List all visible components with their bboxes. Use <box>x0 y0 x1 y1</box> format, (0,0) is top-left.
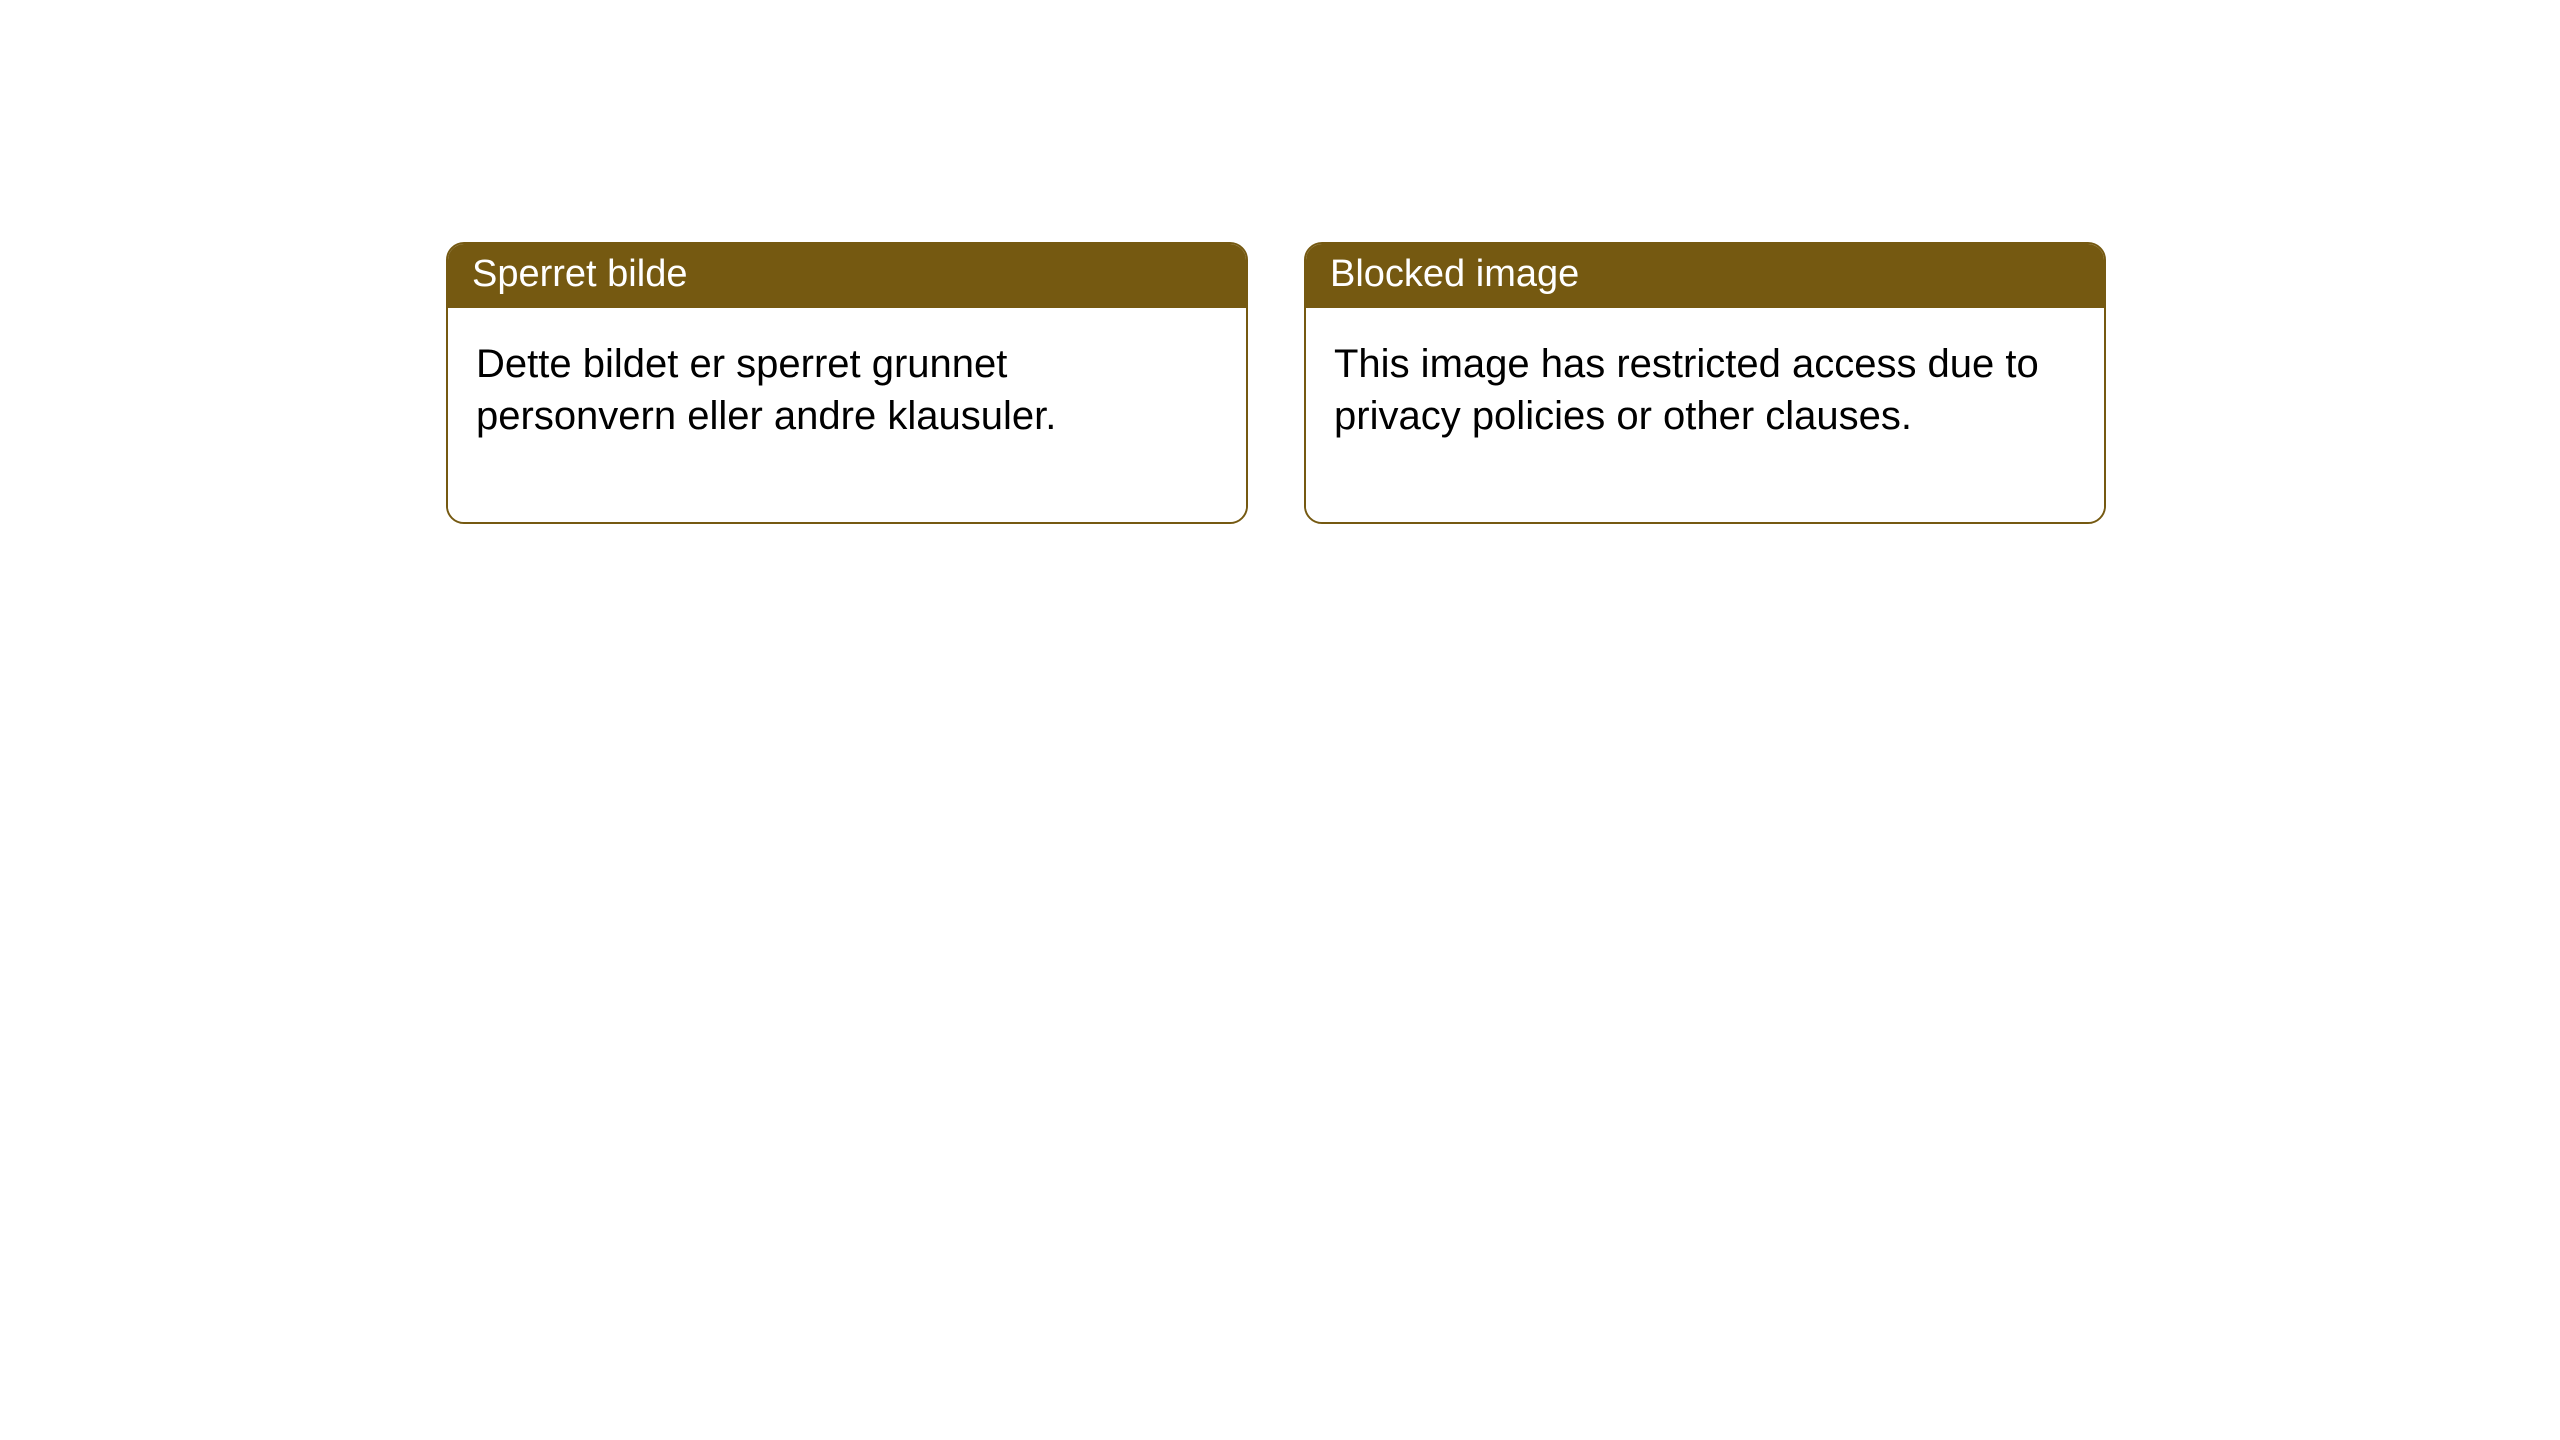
card-header-en: Blocked image <box>1306 244 2104 308</box>
blocked-image-card-no: Sperret bilde Dette bildet er sperret gr… <box>446 242 1248 524</box>
card-header-no: Sperret bilde <box>448 244 1246 308</box>
card-body-en: This image has restricted access due to … <box>1306 308 2104 522</box>
card-body-no: Dette bildet er sperret grunnet personve… <box>448 308 1246 522</box>
notice-container: Sperret bilde Dette bildet er sperret gr… <box>0 0 2560 524</box>
blocked-image-card-en: Blocked image This image has restricted … <box>1304 242 2106 524</box>
